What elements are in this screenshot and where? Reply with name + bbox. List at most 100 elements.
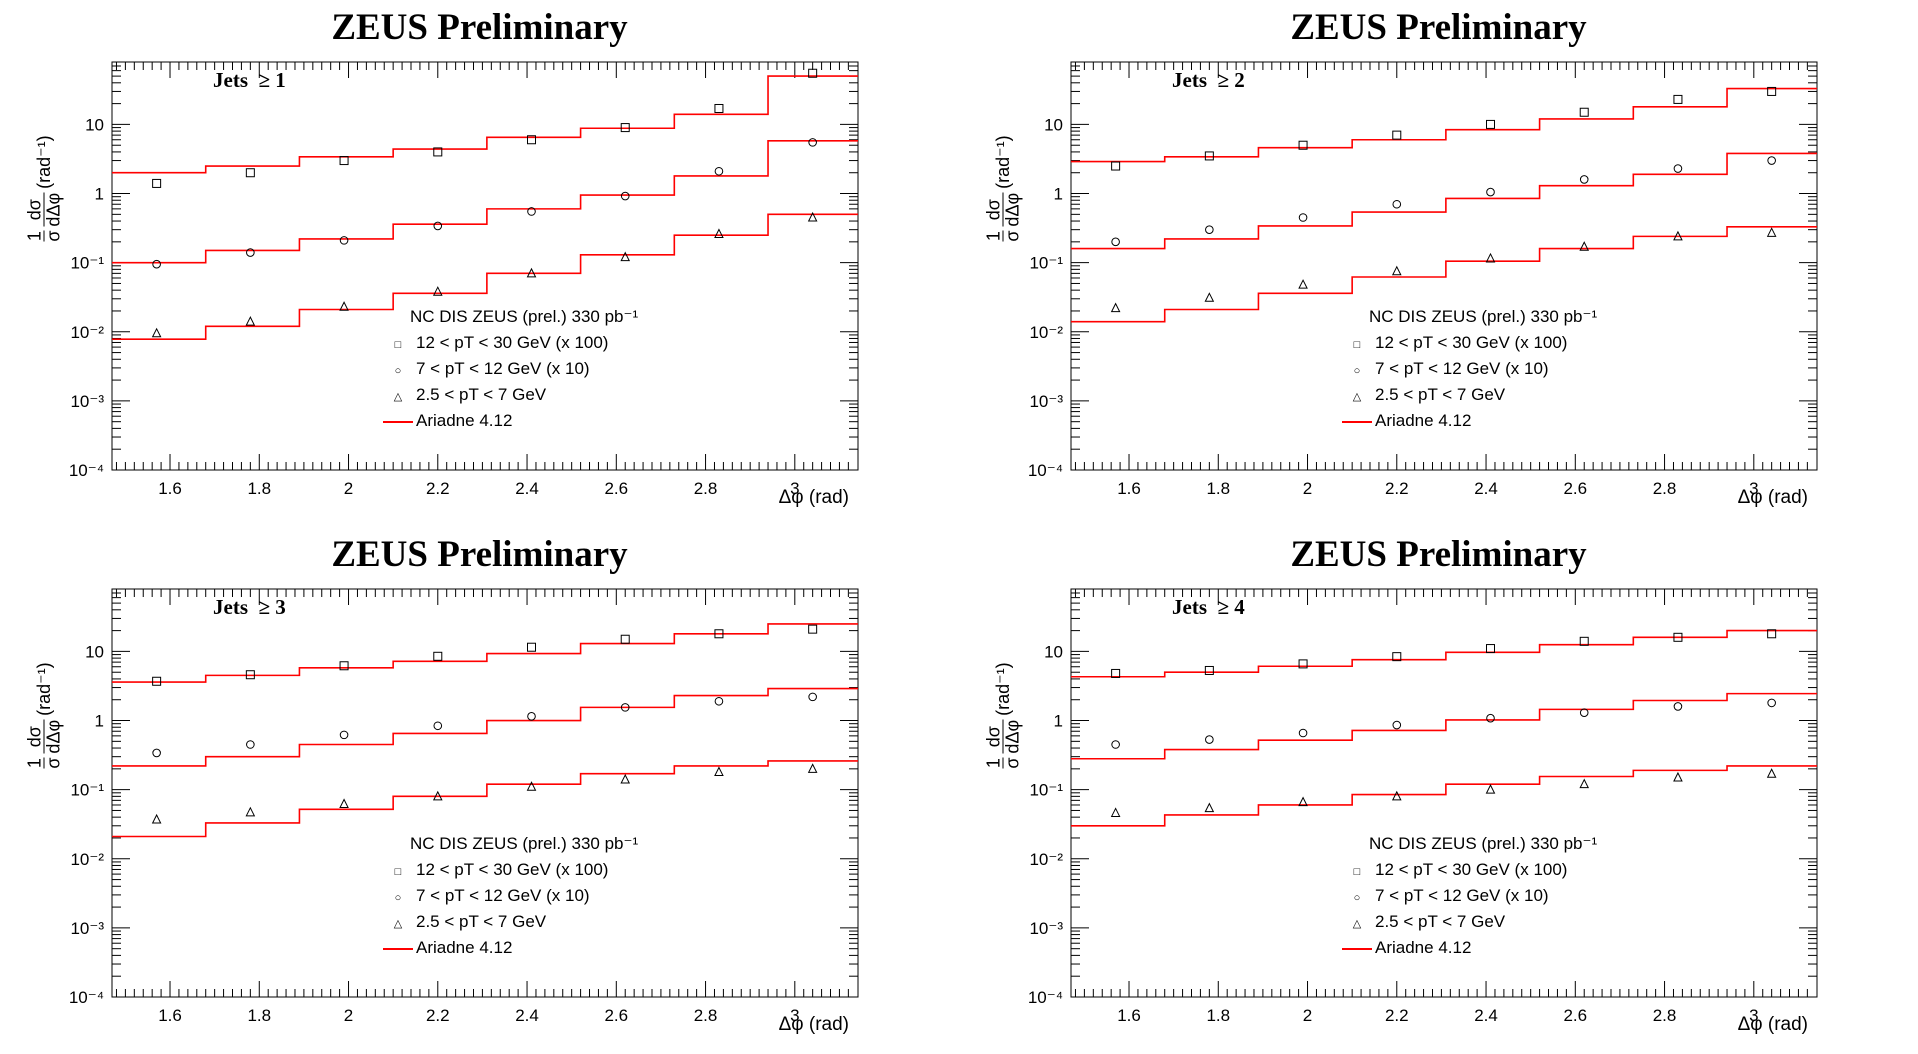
legend-marker: △ [393,918,403,930]
legend-label: 7 < pT < 12 GeV (x 10) [416,886,590,905]
data-point-circle [714,696,724,706]
data-series [1110,768,1777,817]
y-axis-frac-2-num: dσ [984,192,1004,227]
data-point-triangle [339,798,349,809]
y-axis-label-rotated: 1 σ dσ dΔφ (rad⁻¹) [984,646,1023,786]
legend-entry: △ 2.5 < pT < 7 GeV [380,909,638,935]
x-tick-label: 3 [790,479,799,498]
legend-label: 12 < pT < 30 GeV (x 100) [416,860,609,879]
data-point-triangle [245,806,256,817]
model-step-line [1071,87,1817,163]
x-tick-label: 2.8 [1653,479,1677,498]
data-point-triangle [1298,279,1308,289]
y-tick-label: 10⁻¹ [70,781,104,800]
data-series [152,138,817,269]
y-axis-frac-1-num: 1 [24,230,45,242]
y-tick-label: 10⁻¹ [1029,254,1063,273]
legend-marker: ○ [1353,892,1361,904]
x-tick-label: 2.2 [1385,479,1409,498]
panel-title: ZEUS Preliminary [331,7,628,48]
x-tick-label: 1.8 [247,1006,271,1025]
y-axis-frac-2-num: dσ [25,719,45,754]
x-tick-label: 3 [1749,479,1758,498]
legend-label: 7 < pT < 12 GeV (x 10) [1375,359,1549,378]
chart-panel-jets-ge-3: ZEUS Preliminary 10 1 10⁻¹ 10⁻² 10⁻³ 10⁻⁴ 1.6 1… [0,527,959,1054]
model-step-line [112,213,858,341]
legend-header: NC DIS ZEUS (prel.) 330 pb⁻¹ [1369,834,1598,853]
legend-label: 2.5 < pT < 7 GeV [1375,385,1506,404]
chart-panel-jets-ge-1: ZEUS Preliminary 10 1 10⁻¹ 10⁻² 10⁻³ 10⁻⁴ 1.6 1… [0,0,959,527]
x-tick-label: 2.2 [1385,1006,1409,1025]
y-axis-frac-1-den: σ [43,230,64,242]
data-point-square [808,624,818,634]
y-axis-frac-2: dσ dΔφ [984,192,1023,227]
jets-label: Jets ≥ 1 [213,68,286,92]
data-point-square [1392,130,1402,140]
legend-header: NC DIS ZEUS (prel.) 330 pb⁻¹ [410,307,639,326]
y-tick-label: 10⁻¹ [1029,781,1063,800]
x-tick-label: 2.2 [426,479,450,498]
panel-title: ZEUS Preliminary [1290,534,1587,575]
data-point-square [433,147,443,157]
x-tick-label: 1.6 [1117,479,1141,498]
data-point-circle [433,221,443,231]
data-point-circle [527,712,536,721]
data-point-circle [620,191,630,201]
data-point-triangle [339,301,349,311]
y-axis-frac-2-den: dΔφ [43,719,64,754]
y-axis-frac-1-num: 1 [24,757,45,769]
data-series [1111,698,1776,749]
data-point-square [714,629,724,639]
model-step-line [1071,692,1817,760]
legend-entry: Ariadne 4.12 [380,408,638,434]
data-point-triangle [1579,241,1590,251]
data-point-circle [1392,720,1402,730]
y-tick-label: 10⁻² [1029,323,1063,342]
legend-header: NC DIS ZEUS (prel.) 330 pb⁻¹ [1369,307,1598,326]
data-point-square [1767,86,1777,96]
plot-area: 10 1 10⁻¹ 10⁻² 10⁻³ 10⁻⁴ 1.6 1.8 2 2.2 2.4 2.6 2.8 3 [1028,588,1818,1025]
y-tick-label: 10⁻⁴ [69,988,104,1007]
legend-label: Ariadne 4.12 [1375,411,1472,430]
y-tick-label: 10⁻³ [70,392,104,411]
model-step-line [112,139,858,264]
legend-line-marker [380,935,416,961]
data-point-square [714,103,724,113]
jets-label: Jets ≥ 4 [1172,595,1245,619]
chart-panel-jets-ge-2: ZEUS Preliminary 10 1 10⁻¹ 10⁻² 10⁻³ 10⁻⁴ 1.6 1… [959,0,1918,527]
x-tick-label: 2 [1303,479,1312,498]
x-tick-label: 2.8 [694,479,718,498]
data-point-square [339,156,349,166]
data-point-circle [339,730,349,740]
legend: NC DIS ZEUS (prel.) 330 pb⁻¹ □ 12 < pT < 3… [380,304,638,434]
y-axis-unit: (rad⁻¹) [34,662,54,716]
data-point-square [1673,94,1683,104]
data-point-triangle [432,790,443,801]
legend-label: 7 < pT < 12 GeV (x 10) [1375,886,1549,905]
legend-entry: △ 2.5 < pT < 7 GeV [1339,909,1597,935]
x-tick-label: 1.6 [158,479,182,498]
data-point-triangle [1110,807,1121,817]
x-tick-label: 2.8 [694,1006,718,1025]
data-point-triangle [1579,778,1590,789]
y-axis-label: 1 σ dσ dΔφ (rad⁻¹) [984,657,1023,769]
data-point-circle [1579,708,1589,717]
data-point-triangle [1766,768,1777,778]
y-tick-label: 1 [95,712,104,731]
x-tick-label: 2.4 [1474,1006,1498,1025]
data-point-square [808,68,818,78]
data-point-square [1111,161,1121,171]
data-point-square [1579,636,1589,646]
data-point-circle [808,138,817,147]
data-point-square [1111,668,1121,678]
legend-marker: ○ [394,365,402,377]
data-point-circle [1298,213,1308,222]
x-tick-label: 2.6 [1563,1006,1587,1025]
model-step-line [1071,152,1817,250]
y-axis-unit: (rad⁻¹) [993,662,1013,716]
x-tick-label: 2.8 [1653,1006,1677,1025]
data-point-square [245,168,255,178]
x-tick-label: 2 [1303,1006,1312,1025]
